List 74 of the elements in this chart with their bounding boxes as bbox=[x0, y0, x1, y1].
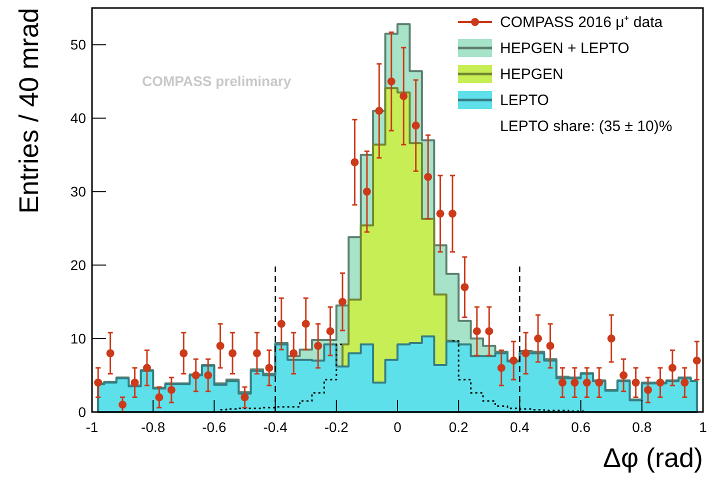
x-tick-label: 0.2 bbox=[448, 419, 469, 435]
y-tick-label: 40 bbox=[70, 110, 86, 126]
point bbox=[485, 327, 494, 336]
x-tick-label: 0 bbox=[394, 419, 402, 435]
point bbox=[302, 320, 310, 328]
point bbox=[94, 378, 102, 387]
point bbox=[204, 371, 212, 380]
point bbox=[607, 334, 616, 343]
point bbox=[424, 172, 432, 181]
point bbox=[155, 393, 164, 402]
y-axis-title: Entries / 40 mrad bbox=[14, 8, 44, 214]
point bbox=[644, 386, 652, 394]
point bbox=[668, 364, 676, 372]
x-tick-label: -1 bbox=[86, 419, 98, 435]
x-tick-label: 1 bbox=[699, 419, 708, 435]
point bbox=[252, 349, 261, 358]
x-tick-label: -0.4 bbox=[263, 419, 288, 435]
x-tick-label: -0.6 bbox=[202, 419, 226, 435]
point bbox=[375, 106, 384, 115]
point bbox=[595, 378, 604, 387]
y-tick-label: 10 bbox=[70, 330, 86, 347]
point bbox=[620, 371, 628, 380]
point bbox=[632, 378, 640, 387]
y-tick-label: 0 bbox=[78, 404, 86, 420]
annotation: LEPTO share: (35 ± 10)% bbox=[500, 118, 672, 135]
y-tick-label: 50 bbox=[70, 36, 86, 53]
point bbox=[472, 327, 481, 336]
point bbox=[277, 320, 286, 328]
point bbox=[106, 349, 114, 358]
point bbox=[216, 342, 224, 350]
point bbox=[350, 158, 359, 166]
y-tick-label: 20 bbox=[70, 257, 86, 274]
point bbox=[570, 378, 579, 387]
point bbox=[534, 334, 542, 343]
legend-label: LEPTO bbox=[500, 92, 549, 109]
y-tick-label: 30 bbox=[70, 184, 86, 200]
point bbox=[265, 364, 274, 372]
x-tick-label: 0.4 bbox=[510, 419, 530, 435]
point bbox=[167, 386, 176, 394]
point bbox=[680, 378, 689, 387]
point bbox=[522, 349, 530, 358]
point bbox=[362, 188, 371, 196]
point bbox=[240, 393, 249, 402]
point bbox=[290, 349, 298, 358]
legend-label: COMPASS 2016 μ⁺ data bbox=[500, 14, 664, 31]
point bbox=[228, 349, 237, 358]
point bbox=[192, 371, 200, 380]
point bbox=[546, 342, 554, 350]
point bbox=[118, 400, 127, 409]
point bbox=[497, 364, 506, 372]
point bbox=[558, 378, 566, 387]
point bbox=[338, 298, 347, 306]
point bbox=[582, 378, 591, 387]
legend-label: HEPGEN + LEPTO bbox=[500, 40, 630, 57]
x-tick-label: -0.2 bbox=[324, 419, 349, 435]
point bbox=[326, 327, 334, 336]
point bbox=[130, 378, 139, 387]
x-axis-title: Δφ (rad) bbox=[602, 443, 703, 473]
point bbox=[400, 92, 408, 100]
point bbox=[387, 77, 396, 86]
x-tick-label: 0.6 bbox=[571, 419, 591, 435]
point bbox=[436, 210, 444, 218]
x-tick-label: 0.8 bbox=[632, 419, 652, 435]
legend-label: HEPGEN bbox=[500, 66, 564, 83]
point bbox=[142, 364, 151, 372]
point bbox=[180, 349, 188, 358]
point bbox=[314, 342, 322, 350]
point bbox=[656, 378, 664, 387]
point bbox=[510, 356, 518, 365]
point bbox=[460, 283, 469, 292]
point bbox=[692, 356, 701, 365]
x-tick-label: -0.8 bbox=[141, 419, 166, 435]
point bbox=[412, 122, 420, 130]
point bbox=[448, 210, 456, 218]
